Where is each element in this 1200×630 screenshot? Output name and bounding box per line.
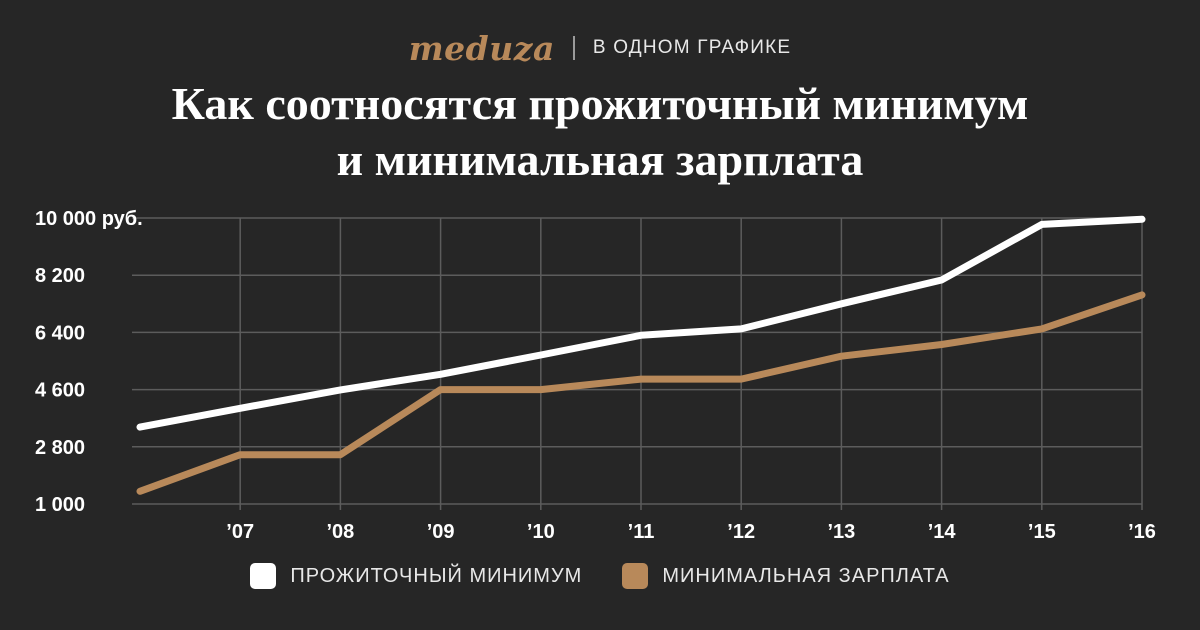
legend-swatch-living-wage — [250, 563, 277, 589]
legend-label-living-wage: ПРОЖИТОЧНЫЙ МИНИМУМ — [290, 564, 583, 587]
legend-item-living-wage[interactable]: ПРОЖИТОЧНЫЙ МИНИМУМ — [250, 563, 582, 589]
y-axis-ticks: 1 000 2 800 4 600 6 400 8 200 10 000 руб. — [35, 208, 143, 516]
y-tick-label: 1 000 — [35, 494, 85, 516]
y-tick-label: 4 600 — [35, 380, 85, 402]
x-tick-label: ’16 — [1128, 521, 1156, 543]
series-line-living-wage — [136, 215, 1146, 431]
x-tick-label: ’12 — [727, 521, 755, 543]
series-line-minimum-wage — [136, 291, 1146, 495]
x-axis-ticks: ’07 ’08 ’09 ’10 ’11 ’12 ’13 ’14 ’15 ’16 — [226, 521, 1156, 543]
x-tick-label: ’08 — [326, 521, 354, 543]
x-tick-label: ’15 — [1028, 521, 1056, 543]
x-tick-label: ’10 — [527, 521, 555, 543]
legend-item-minimum-wage[interactable]: МИНИМАЛЬНАЯ ЗАРПЛАТА — [622, 563, 949, 589]
grid — [132, 217, 1143, 510]
meduza-logo[interactable]: meduza — [408, 28, 555, 68]
x-tick-label: ’13 — [827, 521, 855, 543]
y-tick-label: 10 000 руб. — [35, 208, 143, 230]
legend: ПРОЖИТОЧНЫЙ МИНИМУМ МИНИМАЛЬНАЯ ЗАРПЛАТА — [0, 563, 1200, 589]
y-tick-label: 2 800 — [35, 437, 85, 459]
x-tick-label: ’07 — [226, 521, 254, 543]
y-tick-label: 6 400 — [35, 322, 85, 344]
legend-swatch-minimum-wage — [622, 563, 649, 589]
x-tick-label: ’11 — [628, 521, 655, 543]
series-lines — [136, 215, 1146, 495]
brand-divider — [572, 36, 575, 60]
chart-title-line-2: и минимальная зарплата — [336, 134, 864, 185]
x-tick-label: ’09 — [427, 521, 455, 543]
section-label: В ОДНОМ ГРАФИКЕ — [592, 37, 792, 58]
legend-label-minimum-wage: МИНИМАЛЬНАЯ ЗАРПЛАТА — [662, 564, 950, 587]
chart-title-line-1: Как соотносятся прожиточный минимум — [171, 78, 1029, 129]
chart-title: Как соотносятся прожиточный минимум и ми… — [0, 76, 1200, 188]
x-tick-label: ’14 — [928, 521, 957, 543]
y-tick-label: 8 200 — [35, 265, 85, 287]
brand-row: meduza В ОДНОМ ГРАФИКЕ — [0, 26, 1200, 70]
